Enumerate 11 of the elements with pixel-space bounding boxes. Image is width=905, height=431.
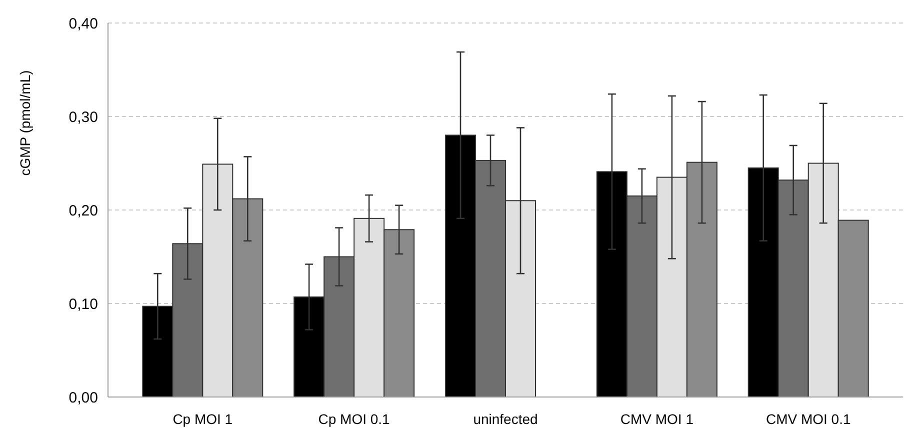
y-tick-label: 0,40 [68, 15, 98, 32]
y-tick-label: 0,00 [68, 389, 98, 406]
x-tick-label: Cp MOI 0.1 [318, 411, 390, 427]
x-tick-label: CMV MOI 1 [620, 411, 694, 427]
y-tick-label: 0,20 [68, 202, 98, 220]
x-tick-label: CMV MOI 0.1 [766, 411, 851, 427]
y-axis-title: cGMP (pmol/mL) [17, 70, 33, 176]
x-tick-label: Cp MOI 1 [172, 411, 233, 427]
y-tick-label: 0,30 [68, 108, 98, 126]
x-tick-label: uninfected [473, 411, 538, 427]
y-tick-label: 0,10 [68, 296, 98, 313]
